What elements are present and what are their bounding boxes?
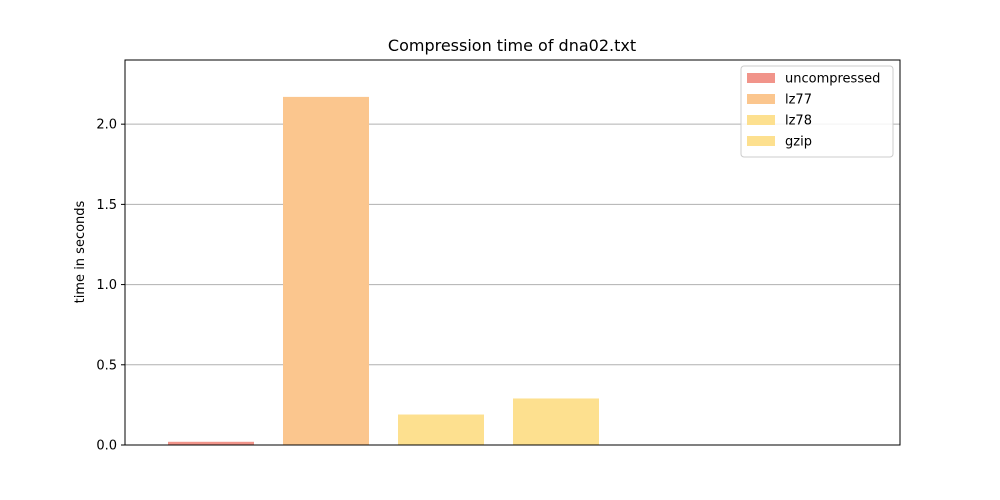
legend-swatch-lz77 — [747, 94, 775, 104]
legend-label-uncompressed: uncompressed — [785, 72, 880, 87]
bar-gzip — [513, 398, 599, 445]
y-tick-label: 0.5 — [96, 358, 117, 373]
y-tick-label: 0.0 — [96, 439, 117, 454]
bar-lz78 — [398, 414, 484, 445]
y-tick-label: 2.0 — [96, 118, 117, 133]
legend-box — [740, 65, 894, 158]
bar-uncompressed — [168, 441, 254, 445]
plot-frame — [124, 59, 901, 446]
y-tick-label: 1.5 — [96, 198, 117, 213]
y-tick-label: 1.0 — [96, 278, 117, 293]
bar-lz77 — [283, 96, 369, 445]
legend-label-gzip: gzip — [785, 135, 812, 150]
chart-title: Compression time of dna02.txt — [388, 36, 636, 55]
bars-group — [168, 96, 599, 445]
legend-swatch-uncompressed — [747, 73, 775, 83]
legend-swatch-lz78 — [747, 115, 775, 125]
grid-lines — [125, 123, 900, 446]
legend-swatch-gzip — [747, 136, 775, 146]
legend-label-lz78: lz78 — [785, 114, 812, 129]
y-axis-ticks: 0.0 0.5 1.0 1.5 2.0 — [96, 118, 125, 454]
y-axis-label: time in seconds — [73, 200, 88, 303]
legend: uncompressed lz77 lz78 gzip — [740, 65, 894, 158]
legend-label-lz77: lz77 — [785, 93, 812, 108]
